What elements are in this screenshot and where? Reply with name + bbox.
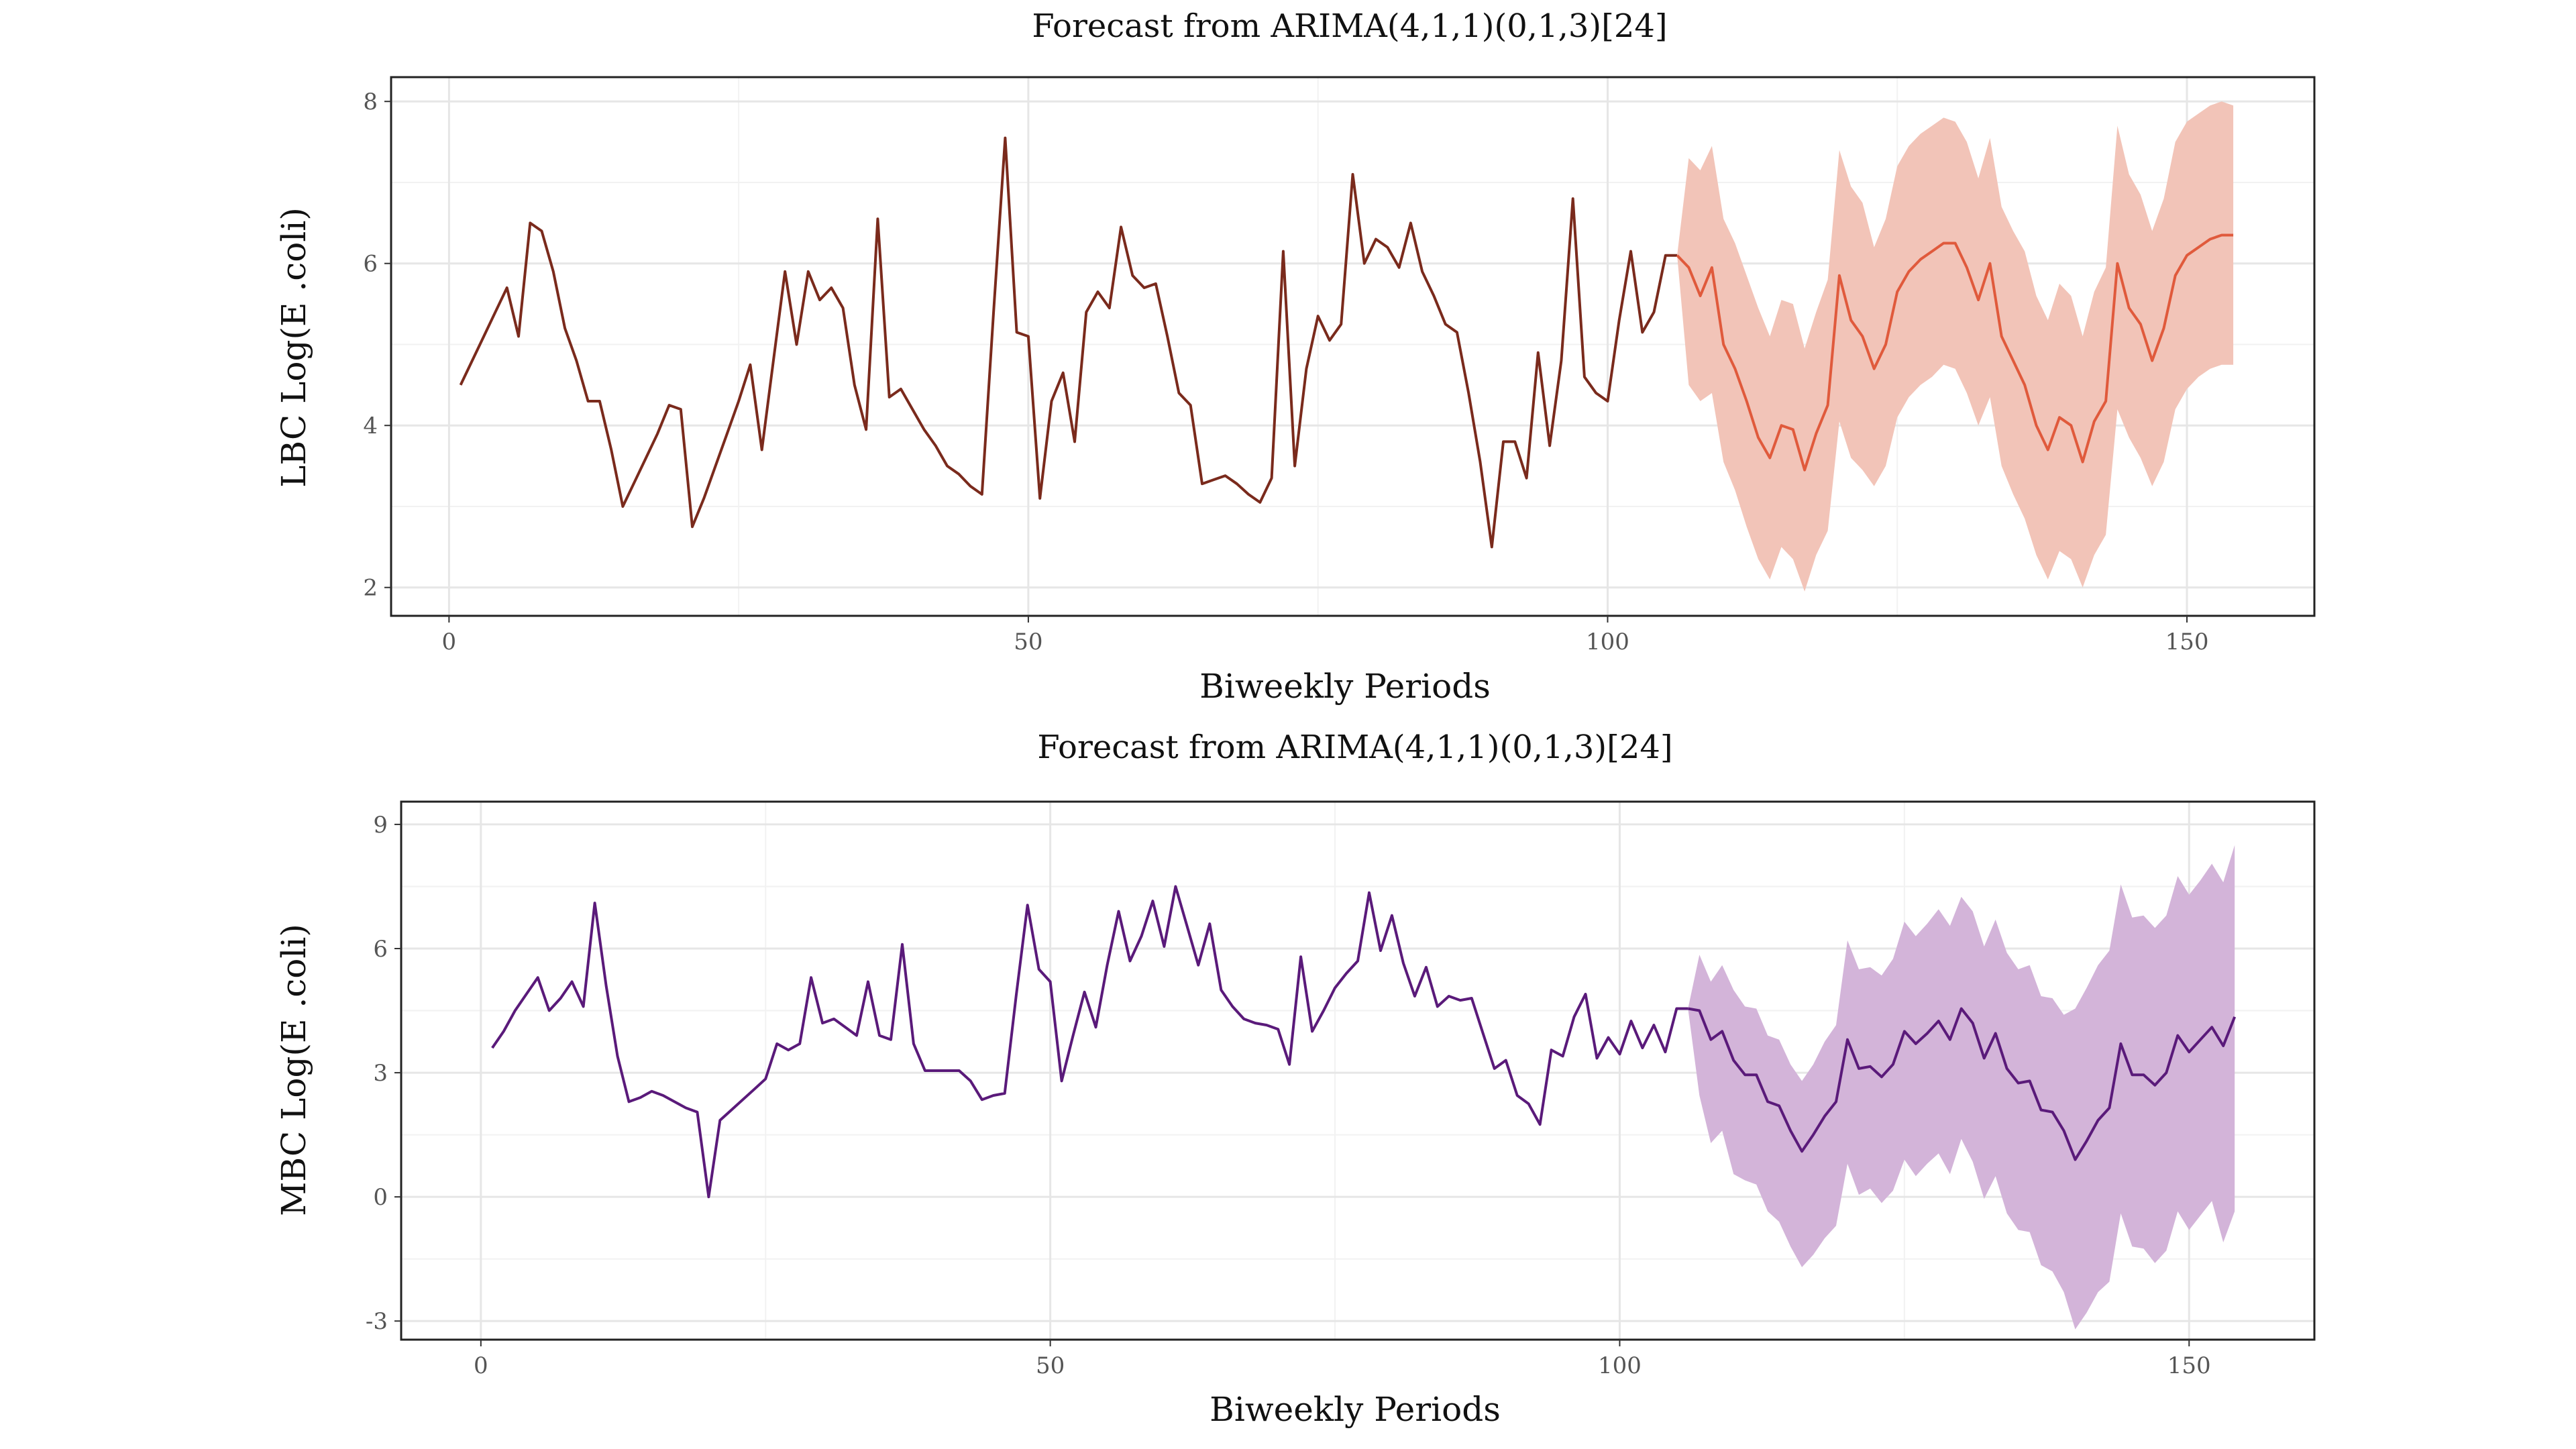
prediction-interval-band [1677,101,2234,592]
chart-title: Forecast from ARIMA(4,1,1)(0,1,3)[24] [1037,729,1672,766]
observed-series-line [459,136,1678,549]
x-axis-label: Biweekly Periods [1210,1390,1501,1429]
x-tick-label: 50 [1014,629,1042,655]
y-tick-label: 6 [363,251,378,278]
y-axis-label: LBC Log(E .coli) [274,207,313,488]
y-tick-label: 6 [373,936,388,963]
x-tick-label: 150 [2167,1352,2211,1379]
y-tick-label: 9 [373,812,388,839]
lbc-chart: Forecast from ARIMA(4,1,1)(0,1,3)[24] 0 5… [274,7,2316,706]
axis-ticks: 0 50 100 150 -3 0 3 6 9 [366,812,2211,1379]
forecast-series-line [1687,1007,2237,1161]
mbc-chart: Forecast from ARIMA(4,1,1)(0,1,3)[24] 0 5… [274,729,2316,1429]
x-tick-label: 150 [2165,629,2209,655]
x-tick-label: 0 [442,629,457,655]
x-tick-label: 100 [1586,629,1629,655]
y-tick-label: 0 [373,1184,388,1211]
plot-panel [390,76,2316,617]
forecast-series-line [1676,233,2234,472]
chart-title: Forecast from ARIMA(4,1,1)(0,1,3)[24] [1032,7,1667,45]
observed-series-line [491,885,1688,1199]
y-tick-label: 3 [373,1060,388,1087]
x-axis-label: Biweekly Periods [1199,667,1491,706]
plot-panel [400,800,2316,1341]
prediction-interval-band [1688,845,2235,1330]
axis-ticks: 0 50 100 150 2 4 6 8 [363,89,2208,655]
x-tick-label: 100 [1598,1352,1642,1379]
x-tick-label: 0 [474,1352,488,1379]
y-tick-label: 8 [363,89,378,115]
y-tick-label: 4 [363,413,378,439]
y-axis-label: MBC Log(E .coli) [274,924,313,1216]
y-tick-label: 2 [363,575,378,602]
x-tick-label: 50 [1036,1352,1065,1379]
y-tick-label: -3 [366,1308,388,1335]
